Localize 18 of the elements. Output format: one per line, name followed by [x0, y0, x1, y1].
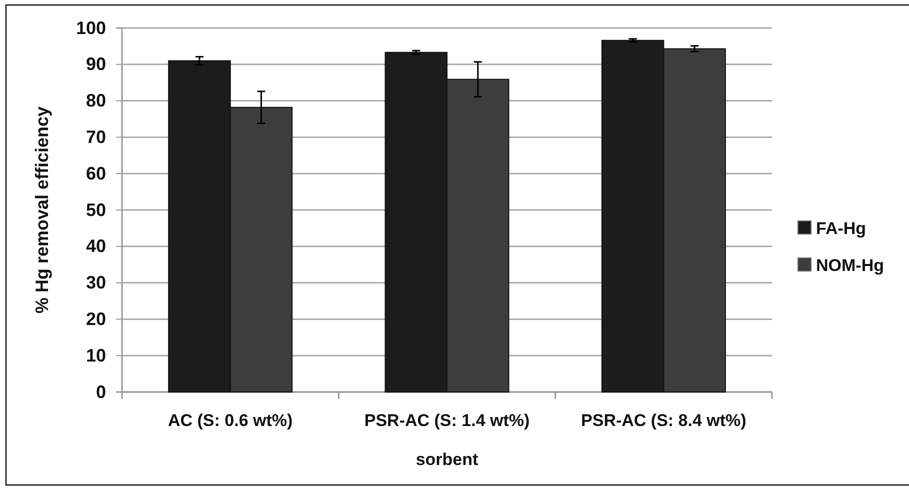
x-tick-label: PSR-AC (S: 8.4 wt%): [581, 411, 746, 430]
y-tick-label: 10: [86, 345, 106, 366]
legend-label: FA-Hg: [816, 219, 866, 238]
y-tick-label: 30: [86, 272, 106, 293]
y-axis-title: % Hg removal efficiency: [32, 106, 52, 314]
x-axis-title: sorbent: [416, 450, 479, 469]
y-tick-label: 20: [86, 308, 106, 329]
legend-label: NOM-Hg: [816, 256, 884, 275]
x-tick-label: PSR-AC (S: 1.4 wt%): [364, 411, 530, 430]
y-tick-label: 70: [86, 126, 106, 147]
x-tick-label: AC (S: 0.6 wt%): [168, 411, 293, 430]
y-tick-label: 0: [96, 382, 106, 402]
y-tick-label: 80: [86, 90, 106, 111]
y-tick-label: 50: [86, 200, 106, 220]
y-tick-label: 60: [86, 163, 106, 184]
y-tick-label: 90: [86, 54, 106, 74]
y-tick-label: 40: [86, 236, 106, 256]
y-tick-label: 100: [76, 18, 106, 38]
